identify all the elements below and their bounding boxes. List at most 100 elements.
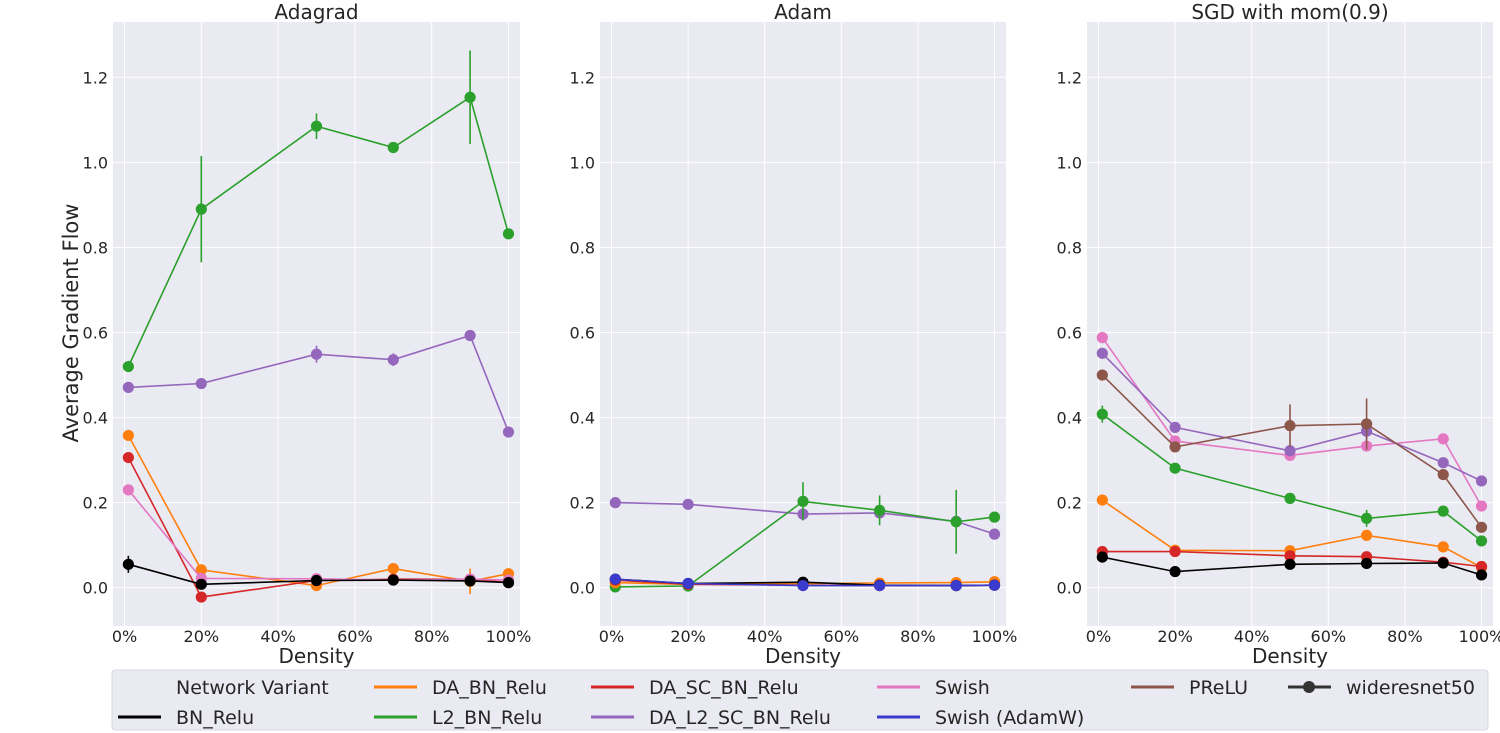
plot-area — [113, 22, 520, 626]
legend-label-bn-relu: BN_Relu — [176, 707, 254, 729]
data-point — [464, 91, 476, 103]
data-point — [1169, 421, 1181, 433]
panel-title: Adagrad — [274, 0, 358, 24]
y-tick-label: 0.8 — [83, 238, 108, 257]
chart-panels: 0.0 0.2 0.4 0.6 0.8 1.0 1.2 0% 20% 40% 60% 80% 100% A… — [83, 0, 1500, 668]
y-tick-label: 1.2 — [1057, 68, 1082, 87]
data-point — [1096, 494, 1108, 506]
data-point — [609, 573, 621, 585]
data-point — [1361, 512, 1373, 524]
data-point — [1169, 565, 1181, 578]
x-tick-label: 60% — [337, 627, 373, 646]
data-point — [1284, 550, 1296, 562]
y-tick-label: 0.0 — [83, 579, 108, 598]
data-point — [988, 511, 1001, 523]
y-tick-label: 1.2 — [83, 68, 108, 87]
series-line — [615, 500, 995, 588]
data-point — [387, 574, 399, 586]
x-tick-label: 40% — [1234, 627, 1270, 646]
data-point — [988, 579, 1001, 591]
series-bn-relu — [122, 555, 515, 590]
x-tick-label: 40% — [747, 627, 783, 646]
data-point — [682, 577, 694, 590]
data-point — [950, 579, 962, 592]
data-point — [502, 228, 515, 240]
data-point — [387, 562, 399, 575]
data-point — [1284, 445, 1296, 457]
data-point — [195, 203, 207, 215]
data-point — [1475, 500, 1488, 512]
panel-adagrad: 0.0 0.2 0.4 0.6 0.8 1.0 1.2 0% 20% 40% 60% 80% 100% A… — [83, 0, 532, 668]
series-line — [128, 334, 510, 433]
data-point — [122, 484, 134, 496]
legend-title: Network Variant — [176, 677, 329, 699]
data-point — [195, 377, 207, 390]
y-tick-label: 1.2 — [570, 68, 595, 87]
x-tick-label: 40% — [260, 627, 296, 646]
data-point — [464, 575, 476, 587]
plot-area — [1087, 22, 1493, 626]
data-point — [874, 579, 886, 592]
data-point — [1169, 462, 1181, 474]
x-tick-label: 60% — [1311, 627, 1347, 646]
data-point — [1475, 521, 1488, 533]
y-tick-label: 0.2 — [570, 494, 595, 513]
data-point — [122, 558, 134, 570]
series-l2-bn-relu — [122, 50, 515, 373]
data-point — [310, 120, 323, 132]
data-point — [195, 578, 207, 590]
data-point — [950, 516, 962, 528]
series-line — [1102, 556, 1482, 576]
data-point — [1475, 560, 1488, 573]
legend-label-da-sc-bn-relu: DA_SC_BN_Relu — [649, 677, 799, 699]
data-point — [195, 591, 207, 603]
legend: Network Variant BN_Relu DA_BN_Relu L2_BN_R… — [111, 669, 1489, 731]
data-point — [502, 426, 515, 438]
y-tick-label: 0.0 — [570, 579, 595, 598]
data-point — [122, 451, 134, 464]
x-axis-label: Density — [278, 644, 354, 668]
data-point — [1475, 569, 1488, 581]
data-point — [797, 495, 809, 507]
x-tick-label: 100% — [1459, 627, 1500, 646]
legend-label-l2-bn-relu: L2_BN_Relu — [432, 707, 542, 729]
legend-label-da-l2-sc-bn-relu: DA_L2_SC_BN_Relu — [649, 707, 831, 729]
data-point — [1437, 468, 1449, 481]
x-tick-label: 20% — [1157, 627, 1193, 646]
series-swish-adamw — [609, 573, 1001, 592]
x-tick-label: 100% — [486, 627, 532, 646]
x-axis-label: Density — [765, 644, 841, 668]
series-line — [1101, 499, 1482, 569]
panel-sgd-with-mom-0-9: 0.0 0.2 0.4 0.6 0.8 1.0 1.2 0% 20% 40% 60% 80% 100% S… — [1057, 0, 1500, 668]
x-axis-label: Density — [1252, 644, 1328, 668]
y-tick-label: 0.0 — [1057, 579, 1082, 598]
series-line — [1101, 413, 1482, 542]
data-point — [387, 354, 399, 366]
data-point — [122, 381, 134, 393]
series-line — [127, 489, 509, 581]
data-point — [1361, 557, 1373, 570]
data-point — [1169, 441, 1181, 453]
y-tick-label: 0.4 — [1057, 409, 1082, 428]
y-tick-label: 0.4 — [83, 409, 108, 428]
data-point — [1437, 557, 1449, 569]
data-point — [1437, 541, 1449, 553]
x-tick-label: 0% — [599, 627, 624, 646]
data-point — [1096, 551, 1108, 563]
data-point — [502, 577, 515, 589]
data-point — [1437, 505, 1449, 517]
y-tick-label: 0.8 — [570, 238, 595, 257]
x-tick-label: 20% — [184, 627, 220, 646]
y-axis-label: Average Gradient Flow — [59, 204, 83, 443]
series-line — [1101, 374, 1483, 528]
y-tick-label: 0.6 — [1057, 324, 1082, 343]
series-line — [128, 563, 509, 586]
series-prelu — [1096, 369, 1488, 533]
panel-title: Adam — [774, 0, 832, 24]
panel-adam: 0.0 0.2 0.4 0.6 0.8 1.0 1.2 0% 20% 40% 60% 80% 100% A… — [570, 0, 1018, 668]
x-tick-label: 80% — [900, 627, 936, 646]
x-tick-label: 20% — [670, 627, 706, 646]
series-da-l2-sc-bn-relu — [122, 329, 515, 438]
data-point — [1437, 433, 1449, 445]
x-tick-label: 0% — [112, 627, 137, 646]
